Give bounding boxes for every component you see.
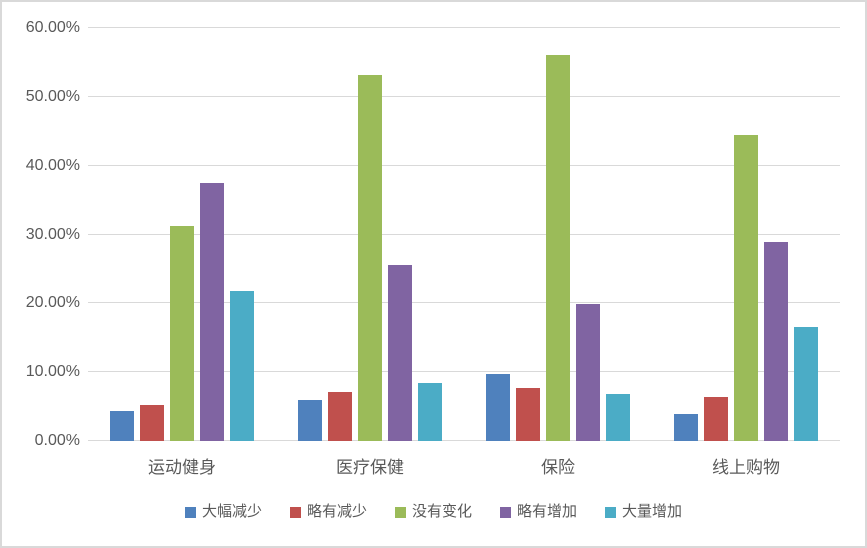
bar-slight-increase-2 [576, 304, 600, 441]
bar-slight-increase-3 [764, 242, 788, 441]
legend-item-no-change: 没有变化 [394, 503, 472, 521]
bar-no-change-3 [734, 134, 758, 441]
y-axis-tick-label: 0.00% [34, 432, 80, 449]
bar-large-increase-2 [606, 393, 630, 441]
plot-area [88, 27, 840, 441]
bar-slight-decrease-2 [516, 388, 540, 441]
bar-group-2 [464, 28, 652, 441]
legend-item-large-increase: 大量增加 [605, 503, 682, 521]
bar-slight-decrease-3 [704, 396, 728, 441]
gridline [88, 233, 840, 235]
legend-item-slight-increase: 略有增加 [500, 503, 577, 521]
legend: 大幅减少 略有减少 没有变化 略有增加 大量增加 [2, 503, 865, 521]
bar-slight-decrease-0 [140, 404, 164, 441]
legend-swatch-icon [500, 506, 511, 518]
legend-label: 略有增加 [517, 503, 578, 520]
gridline [88, 164, 840, 166]
x-axis-category-label-1: 医疗保健 [336, 458, 404, 477]
bar-group-1 [276, 28, 464, 441]
y-axis: 0.00% 10.00% 20.00% 30.00% 40.00% 50.00% 60.00… [2, 19, 80, 449]
y-axis-tick-label: 10.00% [25, 363, 80, 381]
x-axis-category-label-0: 运动健身 [148, 458, 216, 477]
y-axis-tick-label: 50.00% [25, 87, 80, 105]
x-axis-category-label-2: 保险 [541, 458, 575, 477]
bar-slight-increase-0 [200, 182, 224, 441]
legend-label: 大量增加 [622, 503, 683, 520]
bar-large-increase-0 [230, 290, 254, 441]
legend-label: 没有变化 [411, 503, 472, 520]
y-axis-tick-label: 20.00% [25, 294, 80, 312]
bar-groups [88, 28, 840, 441]
legend-swatch-icon [289, 506, 301, 518]
legend-swatch-icon [394, 506, 406, 518]
bar-large-increase-3 [794, 326, 818, 441]
x-axis: 运动健身 医疗保健 保险 线上购物 [88, 459, 840, 477]
x-axis-category-label-3: 线上购物 [712, 458, 780, 477]
legend-label: 略有减少 [306, 503, 367, 520]
legend-swatch-icon [605, 506, 617, 518]
legend-label: 大幅减少 [201, 503, 262, 520]
bar-slight-decrease-1 [328, 392, 352, 441]
y-axis-tick-label: 60.00% [25, 19, 80, 36]
gridline [88, 27, 840, 28]
bar-no-change-0 [170, 226, 194, 441]
legend-swatch-icon [184, 506, 196, 518]
bar-large-increase-1 [418, 383, 442, 441]
bar-slight-increase-1 [388, 265, 412, 441]
legend-item-sharp-decrease: 大幅减少 [184, 503, 262, 521]
gridline [88, 371, 840, 373]
y-axis-tick-label: 30.00% [25, 225, 80, 243]
bar-group-0 [88, 28, 276, 441]
gridline [88, 95, 840, 97]
bar-no-change-1 [358, 74, 382, 441]
bar-sharp-decrease-0 [110, 410, 134, 441]
bar-sharp-decrease-2 [486, 374, 510, 441]
gridline [88, 440, 840, 441]
legend-item-slight-decrease: 略有减少 [289, 503, 367, 521]
bar-no-change-2 [546, 54, 570, 441]
bar-sharp-decrease-3 [674, 414, 698, 441]
y-axis-tick-label: 40.00% [25, 156, 80, 174]
bar-group-3 [652, 28, 840, 441]
bar-sharp-decrease-1 [298, 400, 322, 441]
gridline [88, 302, 840, 304]
